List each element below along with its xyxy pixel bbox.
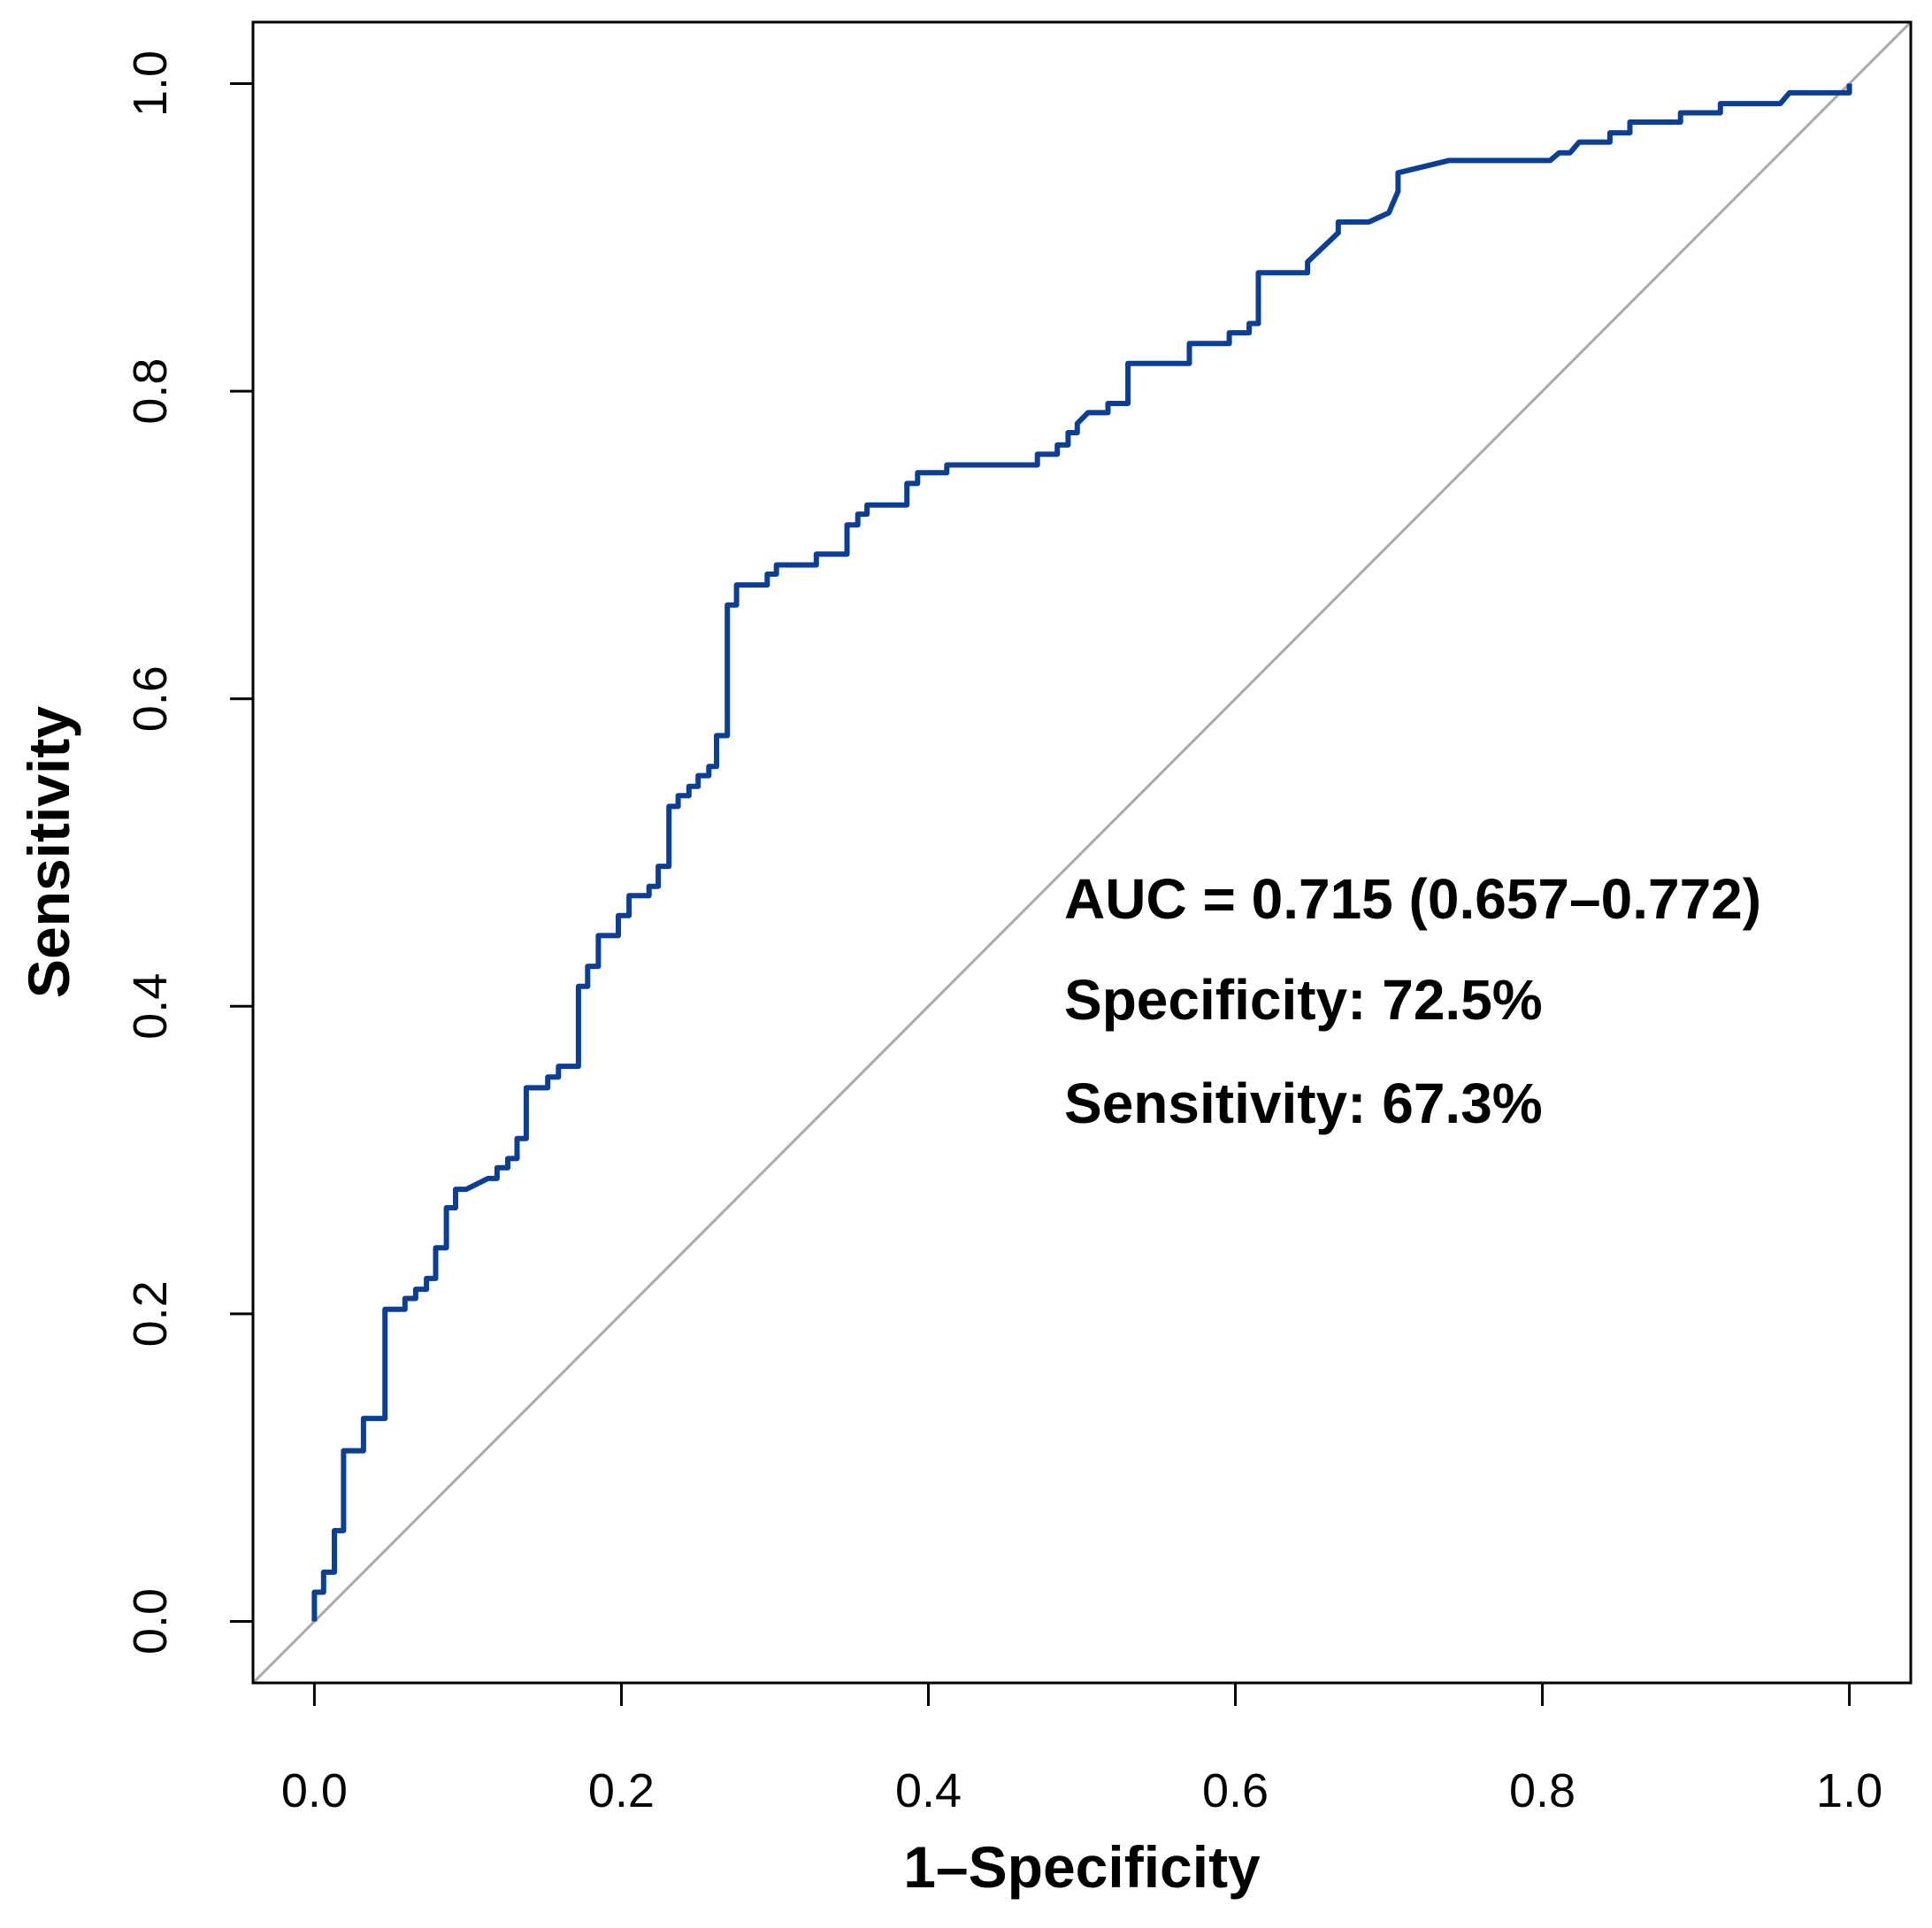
annotation: Specificity: 72.5% bbox=[1064, 968, 1543, 1032]
x-tick-label: 0.6 bbox=[1202, 1764, 1269, 1817]
x-tick-label: 0.4 bbox=[895, 1764, 962, 1817]
y-tick-label: 0.8 bbox=[124, 358, 177, 425]
y-tick-label: 0.2 bbox=[124, 1280, 177, 1347]
annotation: Sensitivity: 67.3% bbox=[1064, 1072, 1543, 1135]
annotation: AUC = 0.715 (0.657–0.772) bbox=[1064, 867, 1761, 931]
y-tick-label: 0.0 bbox=[124, 1588, 177, 1655]
y-axis-title: Sensitivity bbox=[16, 706, 81, 998]
y-tick-label: 1.0 bbox=[124, 50, 177, 117]
x-tick-label: 0.2 bbox=[588, 1764, 655, 1817]
x-axis-title: 1–Specificity bbox=[903, 1834, 1261, 1900]
plot-frame bbox=[251, 20, 1913, 1685]
x-tick-label: 0.0 bbox=[281, 1764, 348, 1817]
x-tick-label: 1.0 bbox=[1816, 1764, 1882, 1817]
x-tick-label: 0.8 bbox=[1509, 1764, 1576, 1817]
roc-curve bbox=[311, 83, 1852, 1622]
y-tick-label: 0.6 bbox=[124, 665, 177, 732]
y-tick-label: 0.4 bbox=[124, 973, 177, 1040]
reference-line bbox=[253, 22, 1911, 1683]
